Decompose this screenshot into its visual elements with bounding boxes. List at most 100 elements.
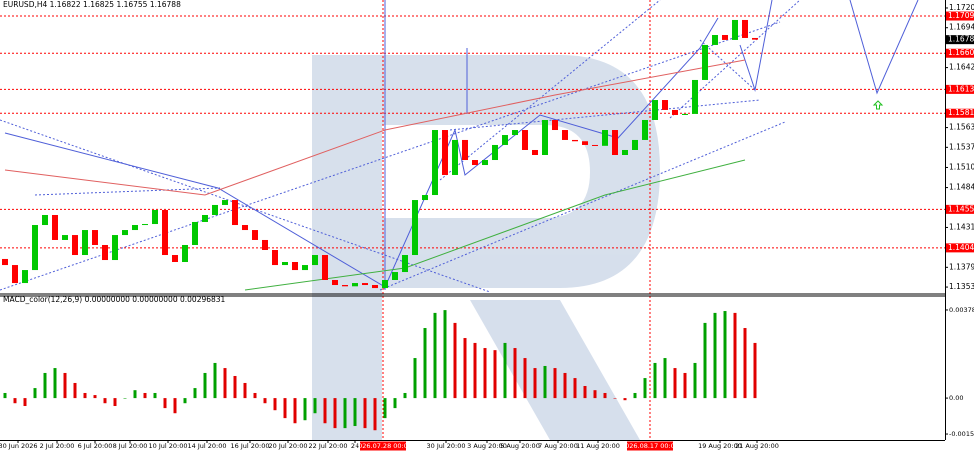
candle-body (342, 285, 348, 287)
candle-body (562, 130, 568, 140)
candle-body (352, 283, 358, 287)
histogram-bar (523, 358, 527, 399)
level-badge (946, 204, 974, 214)
candle-body (672, 109, 678, 115)
candle-body (662, 100, 668, 110)
candle-body (712, 35, 718, 45)
histogram-bar (193, 388, 197, 399)
current-price-label: 1.16788 (948, 35, 974, 44)
candle-body (622, 149, 628, 155)
x-tick-label: 5 Aug 20:00 (500, 442, 540, 450)
candle-body (732, 19, 738, 40)
indicator-tick-label: -0.0015437 (949, 430, 974, 438)
candle-body (242, 225, 248, 231)
x-tick-label: 10 Jul 20:00 (149, 442, 188, 450)
x-tick-label: 14 Jul 20:00 (188, 442, 227, 450)
candle-body (362, 283, 368, 286)
trend-line (379, 121, 786, 291)
candle-body (82, 230, 88, 256)
x-tick-label: 19 Aug 20:00 (698, 442, 742, 450)
histogram-bar (373, 398, 377, 431)
candle-body (472, 160, 478, 166)
histogram-bar (93, 395, 97, 399)
candle-body (582, 141, 588, 145)
histogram-bar (313, 398, 317, 414)
histogram-bar (273, 398, 277, 411)
histogram-bar (343, 398, 347, 429)
time-label: 2026.08.17 00:00 (621, 442, 679, 450)
histogram-bar (133, 390, 137, 399)
candle-body (422, 195, 428, 201)
level-label: 1.14046 (948, 243, 974, 252)
time-label: 2026.07.28 00:00 (354, 442, 412, 450)
x-tick-label: 6 Jul 20:00 (78, 442, 113, 450)
candle-body (552, 119, 558, 131)
zigzag (4, 17, 719, 288)
histogram-bar (113, 398, 117, 407)
candle-body (462, 139, 468, 161)
histogram-bar (223, 368, 227, 399)
histogram-bar (693, 362, 697, 399)
indicator-tick-label: 0.00 (949, 394, 963, 402)
x-tick-label: 16 Jul 20:00 (231, 442, 270, 450)
candle-body (692, 79, 698, 114)
candle-body (252, 230, 258, 240)
candle-body (452, 139, 458, 175)
indicator-tick-label: 0.0037858 (949, 306, 974, 314)
histogram-bar (303, 398, 307, 421)
x-tick-label: 8 Jul 20:00 (113, 442, 148, 450)
histogram-bar (73, 382, 77, 399)
channel-line (669, 0, 801, 119)
y-tick-label: 1.14840 (949, 183, 974, 192)
candle-body (312, 255, 318, 266)
level-badge (946, 108, 974, 118)
x-tick-label: 11 Aug 20:00 (576, 442, 620, 450)
candle-body (632, 139, 638, 150)
histogram-bar (503, 342, 507, 399)
histogram-bar (603, 392, 607, 399)
candle-body (272, 250, 278, 266)
histogram-bar (173, 398, 177, 414)
histogram-bar (283, 398, 287, 419)
x-tick-label: 21 Aug 20:00 (735, 442, 779, 450)
histogram-bar (463, 338, 467, 399)
histogram-bar (453, 322, 457, 399)
level-badge (946, 11, 974, 21)
candle-body (502, 135, 508, 145)
histogram-bar (633, 392, 637, 399)
histogram-bar (703, 322, 707, 399)
candle-body (332, 280, 338, 286)
forecast-path (849, 0, 919, 95)
histogram-bar (553, 368, 557, 399)
candle-body (112, 235, 118, 261)
histogram-bar (293, 398, 297, 424)
level-badge (946, 243, 974, 253)
candle-body (442, 130, 448, 175)
candle-body (602, 130, 608, 146)
histogram-bar (423, 328, 427, 399)
x-tick-label: 30 Jun 2026 (0, 442, 38, 450)
x-tick-label: 20 Jul 20:00 (269, 442, 308, 450)
y-tick-label: 1.15370 (949, 142, 974, 151)
histogram-bar (383, 398, 387, 419)
x-tick-label: 3 Aug 20:00 (467, 442, 507, 450)
histogram-bar (613, 398, 617, 399)
candle-body (572, 139, 578, 142)
level-badge (946, 84, 974, 94)
candle-body (722, 35, 728, 40)
histogram-bar (333, 398, 337, 429)
candle-body (92, 230, 98, 245)
histogram-bar (123, 398, 127, 399)
level-badge (946, 48, 974, 58)
candle-body (182, 244, 188, 263)
candle-body (752, 37, 758, 40)
histogram-bar (63, 372, 67, 399)
y-tick-label: 1.15105 (949, 162, 974, 171)
candle-body (102, 244, 108, 261)
y-tick-label: 1.17205 (949, 3, 974, 12)
candle-body (592, 144, 598, 146)
trend-line (34, 187, 221, 196)
histogram-bar (323, 398, 327, 424)
histogram-bar (153, 392, 157, 399)
